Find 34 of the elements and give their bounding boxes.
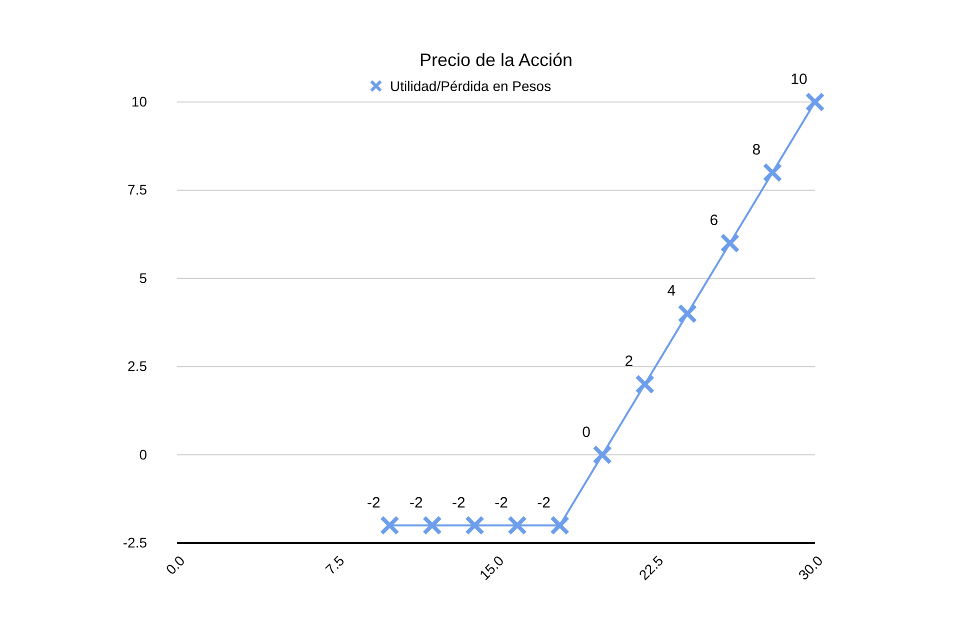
data-label: -2 (410, 494, 423, 512)
data-label: 0 (582, 424, 591, 441)
point (805, 92, 825, 112)
y-tick-label: -2.5 (122, 534, 148, 550)
point (380, 516, 400, 536)
point (592, 445, 612, 465)
point (720, 233, 740, 253)
x-tick-label: 30.0 (795, 552, 826, 584)
chart-title: Precio de la Acción (419, 50, 573, 70)
data-label: 4 (667, 282, 676, 300)
data-label: -2 (452, 494, 466, 512)
data-label: -2 (537, 494, 550, 512)
x-tick-label: 15.0 (476, 552, 507, 584)
data-label: 10 (790, 71, 808, 88)
point (550, 516, 570, 536)
point (678, 304, 698, 324)
y-tick-label: 0 (139, 446, 148, 462)
data-label: -2 (366, 494, 380, 512)
y-tick-label: 2.5 (128, 358, 148, 374)
y-tick-label: 10 (131, 93, 148, 110)
x-tick-label: 0.0 (162, 552, 188, 578)
data-label: -2 (494, 494, 508, 512)
y-tick-label: 7.5 (128, 182, 148, 198)
y-tick-label: 5 (139, 270, 148, 286)
point (635, 374, 655, 394)
point (507, 516, 528, 536)
data-label: 8 (752, 142, 761, 159)
legend-label: Utilidad/Pérdida en Pesos (390, 78, 552, 94)
point (464, 516, 485, 536)
point (422, 516, 442, 536)
data-label: 6 (710, 212, 718, 230)
x-tick-label: 7.5 (322, 552, 348, 578)
point (762, 162, 782, 182)
data-label: 2 (624, 353, 634, 370)
